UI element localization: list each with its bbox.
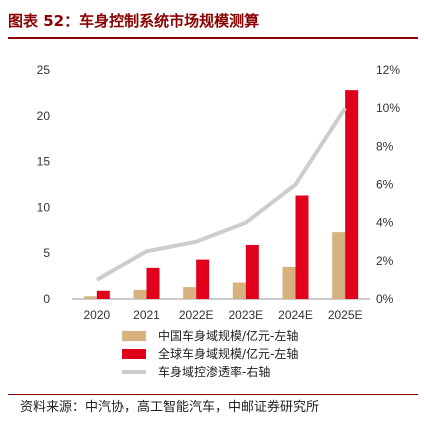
china-bar xyxy=(133,289,147,299)
right-tick-label: 0% xyxy=(376,292,394,306)
global-bar xyxy=(295,195,309,299)
right-tick-label: 12% xyxy=(376,63,400,77)
left-tick-label: 25 xyxy=(37,63,51,77)
legend-china-label: 中国车身域规模/亿元-左轴 xyxy=(158,328,298,343)
x-axis: 2020 2021 2022E 2023E 2024E 2025E xyxy=(83,308,362,322)
source-note: 资料来源：中汽协，高工智能汽车，中邮证券研究所 xyxy=(20,400,320,415)
right-tick-label: 10% xyxy=(376,101,400,115)
right-tick-label: 2% xyxy=(376,254,394,268)
china-bar xyxy=(282,266,296,299)
right-axis: 0% 2% 4% 6% 8% 10% 12% xyxy=(376,63,400,306)
left-tick-label: 20 xyxy=(37,109,51,123)
title-underline xyxy=(8,37,418,39)
legend-global-label: 全球车身域规模/亿元-左轴 xyxy=(158,346,298,361)
global-bar xyxy=(96,290,110,299)
x-tick-label: 2024E xyxy=(278,308,313,322)
right-tick-label: 8% xyxy=(376,139,394,153)
global-bar xyxy=(245,244,259,299)
source-divider xyxy=(8,394,418,395)
china-bar xyxy=(83,296,97,299)
x-tick-label: 2023E xyxy=(228,308,263,322)
china-bar xyxy=(332,232,346,299)
x-tick-label: 2021 xyxy=(133,308,160,322)
china-bar xyxy=(232,282,246,299)
legend-global-swatch xyxy=(122,349,146,359)
x-tick-label: 2020 xyxy=(83,308,110,322)
chart-title: 图表 52：车身控制系统市场规模测算 xyxy=(8,12,260,30)
legend-china-swatch xyxy=(122,331,146,341)
left-tick-label: 5 xyxy=(43,246,50,260)
right-tick-label: 4% xyxy=(376,216,394,230)
bar-series xyxy=(83,90,359,299)
left-tick-label: 10 xyxy=(37,200,51,214)
legend-rate-label: 车身域控渗透率-右轴 xyxy=(158,364,270,379)
global-bar xyxy=(146,267,160,299)
penetration-rate-line xyxy=(95,107,347,282)
china-bar xyxy=(183,287,197,299)
global-bar xyxy=(196,259,210,299)
left-axis: 0 5 10 15 20 25 xyxy=(37,63,51,306)
chart: 0 5 10 15 20 25 0% 2% 4% 6% 8% 10% 12% 2020 2021 2022… xyxy=(37,63,401,379)
x-tick-label: 2022E xyxy=(179,308,214,322)
x-tick-label: 2025E xyxy=(328,308,363,322)
right-tick-label: 6% xyxy=(376,178,394,192)
left-tick-label: 15 xyxy=(37,155,51,169)
left-tick-label: 0 xyxy=(43,292,50,306)
global-bar xyxy=(345,90,359,299)
